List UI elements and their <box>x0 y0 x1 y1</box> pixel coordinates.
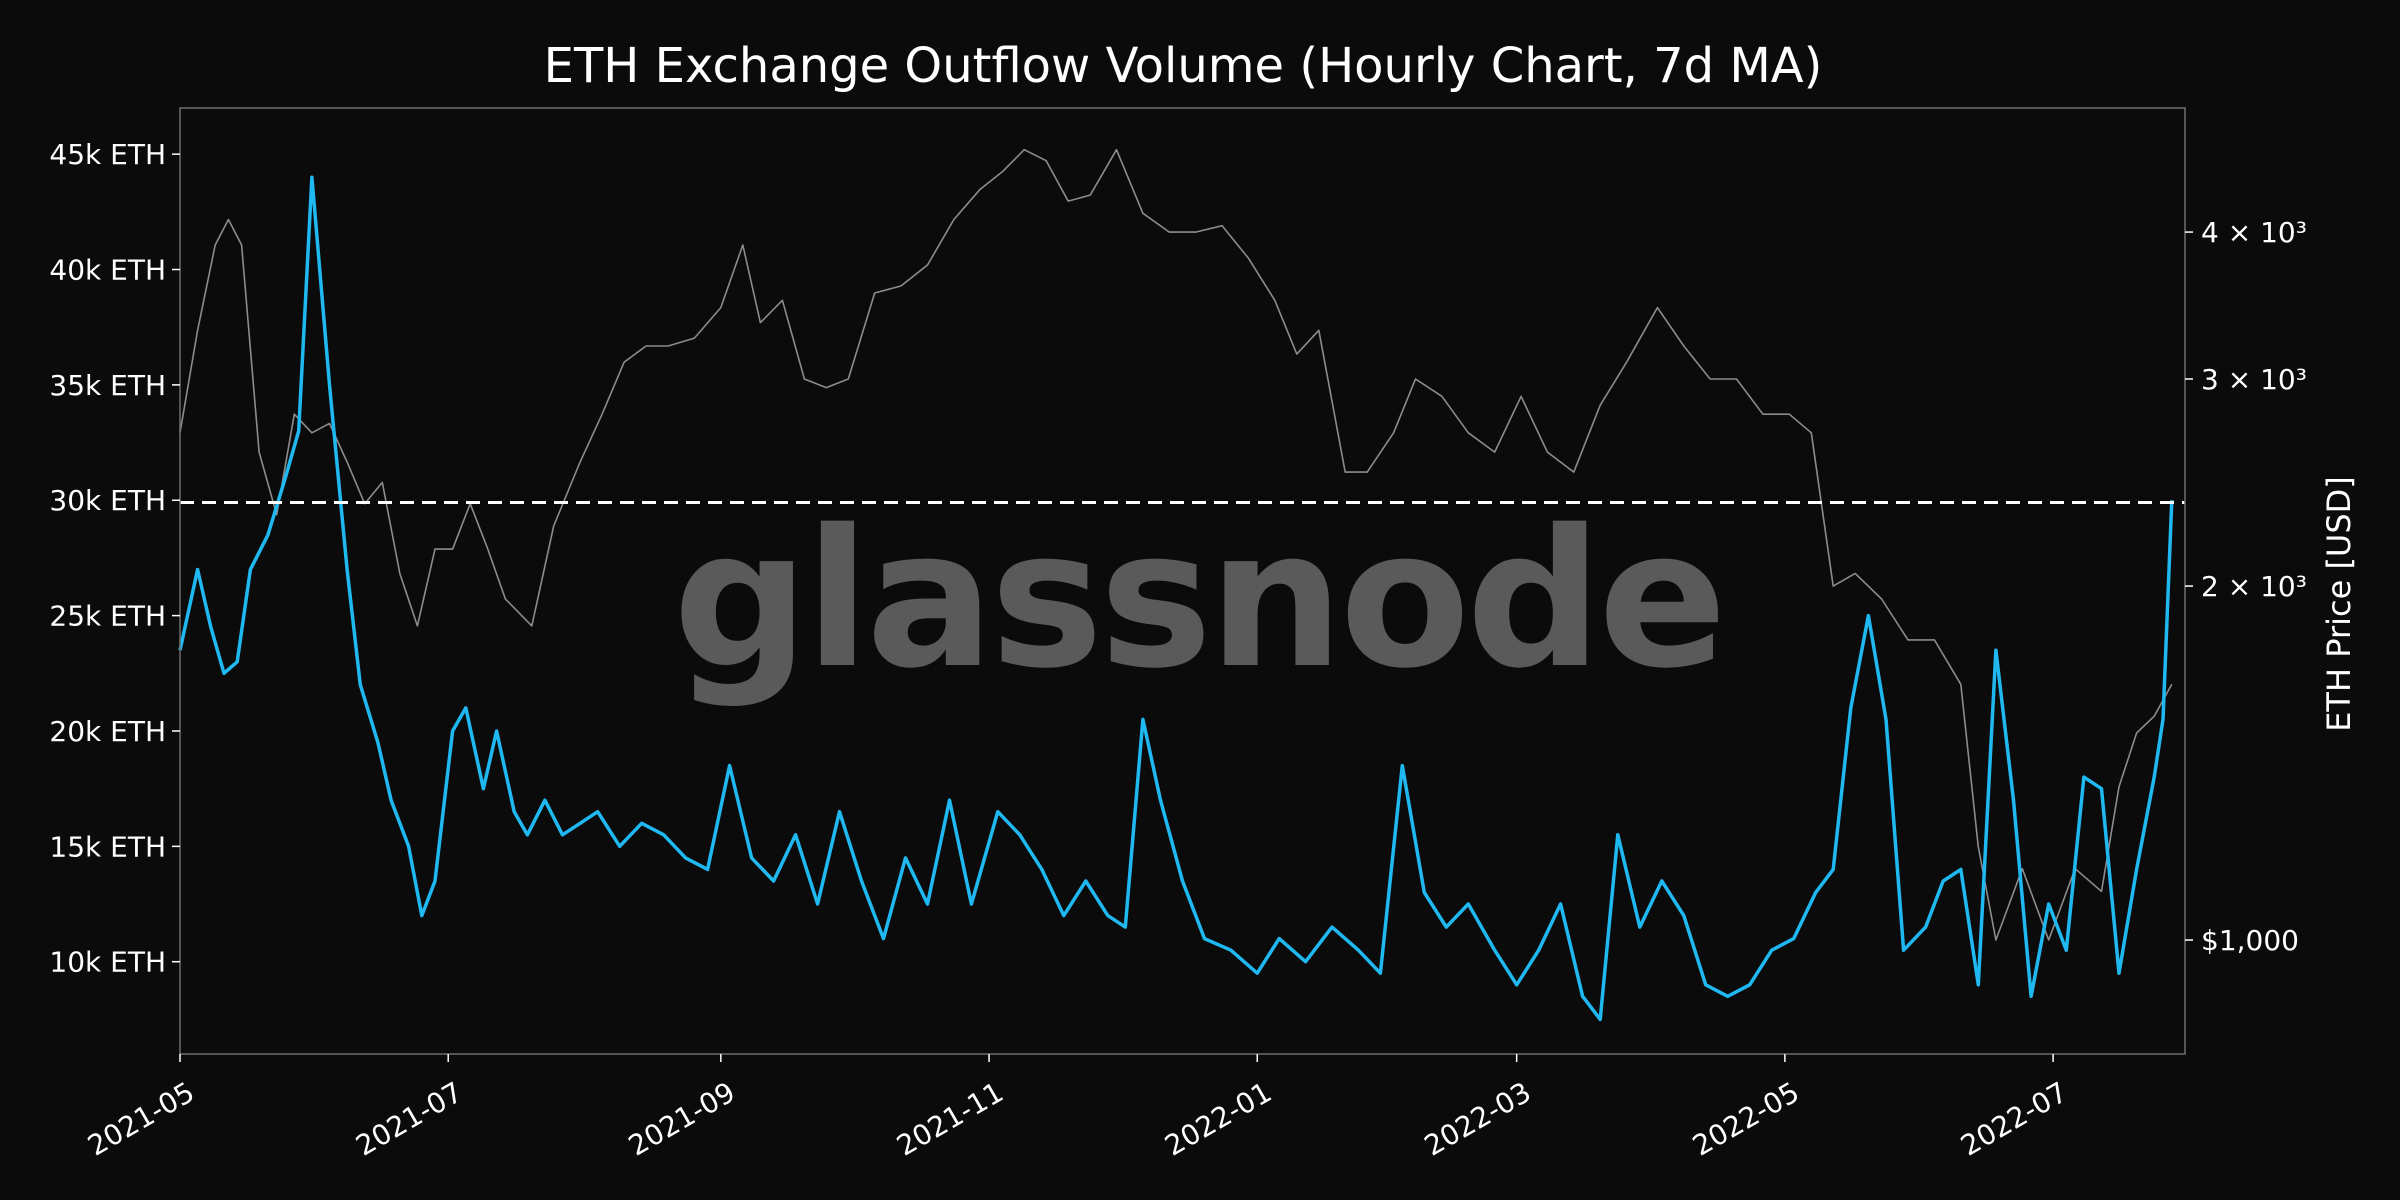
series-line-outflow <box>178 175 2174 1022</box>
watermark: glassnode <box>673 489 1723 710</box>
y-left-tick-label: 25k ETH <box>49 600 166 633</box>
y-right-tick-label: $1,000 <box>2201 924 2299 957</box>
plot-border <box>179 107 2186 1055</box>
y-left-tick-label: 35k ETH <box>49 369 166 402</box>
series-line-price <box>179 148 2173 941</box>
y-axis-left: 10k ETH 15k ETH 20k ETH 25k ETH 30k ETH 35k E… <box>49 138 180 979</box>
y-left-tick-label: 45k ETH <box>49 138 166 171</box>
y-left-tick-label: 10k ETH <box>49 946 166 979</box>
y-axis-right: $1,000 2 × 10³ 3 × 10³ 4 × 10³ <box>2185 216 2307 957</box>
y-axis-right-label: ETH Price [USD] <box>2320 476 2358 732</box>
plot-background <box>180 108 2185 1054</box>
chart-title: ETH Exchange Outflow Volume (Hourly Char… <box>544 38 1823 94</box>
y-left-tick-label: 15k ETH <box>49 830 166 863</box>
plot-frame <box>179 107 2186 1055</box>
y-left-tick-label: 20k ETH <box>49 715 166 748</box>
y-right-tick-label: 4 × 10³ <box>2201 216 2307 249</box>
y-left-tick-label: 30k ETH <box>49 484 166 517</box>
y-right-tick-label: 2 × 10³ <box>2201 570 2307 603</box>
y-left-tick-label: 40k ETH <box>49 254 166 287</box>
series-layer <box>178 148 2174 1022</box>
plot-area <box>180 108 2185 1054</box>
y-right-tick-label: 3 × 10³ <box>2201 363 2307 396</box>
